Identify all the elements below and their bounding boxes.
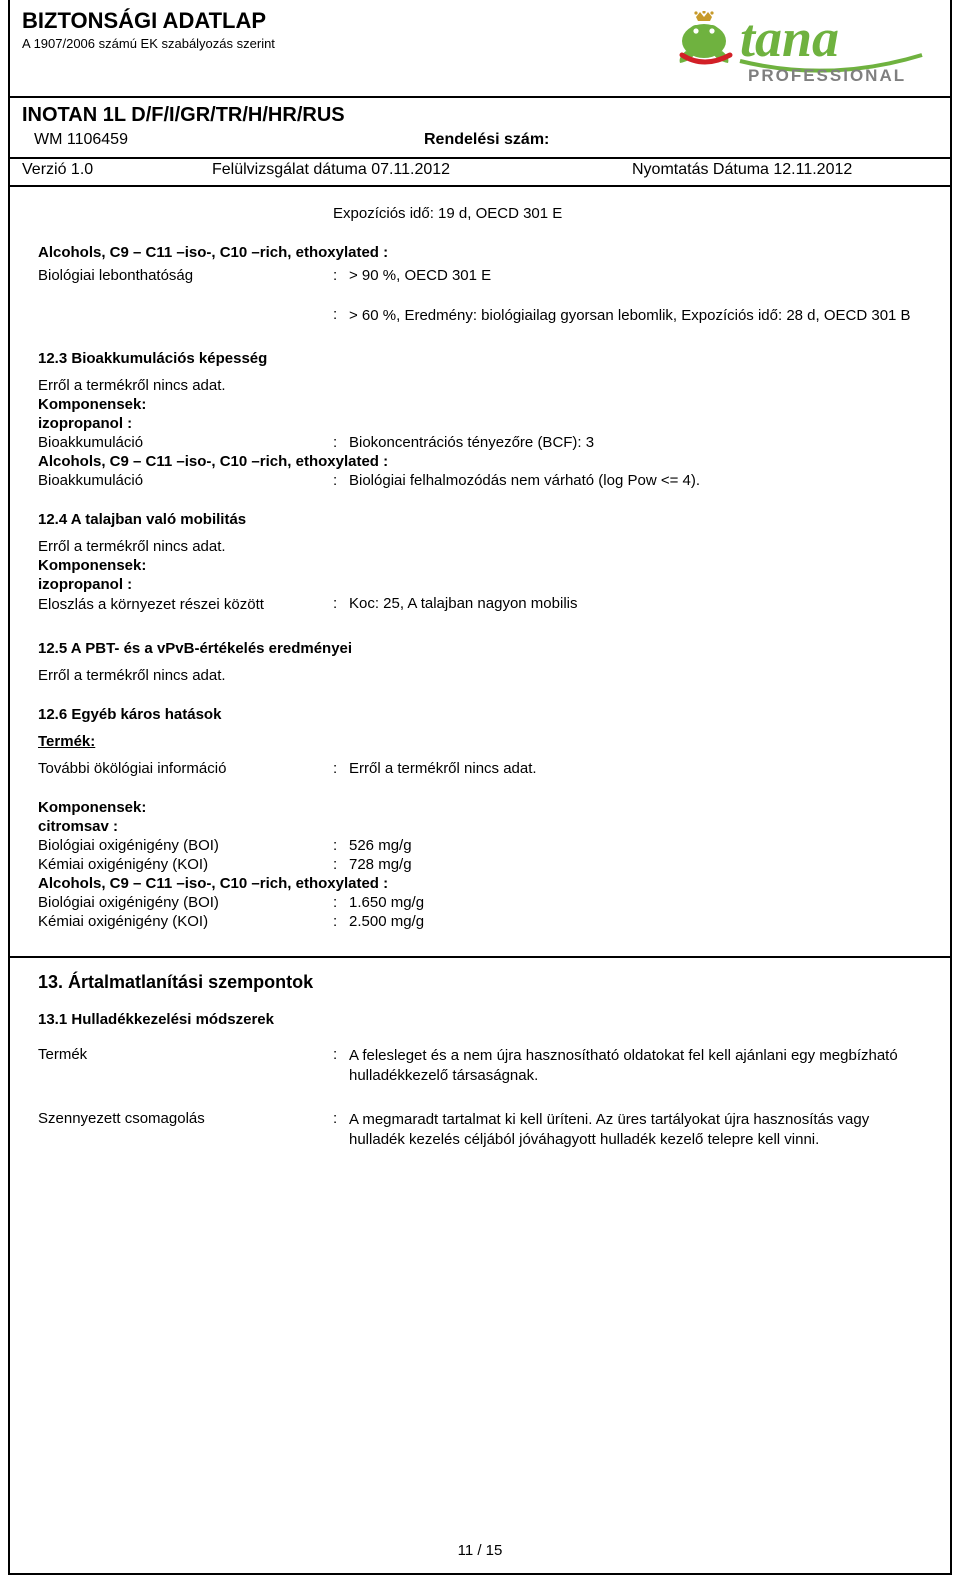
pack-disposal-label: Szennyezett csomagolás [38, 1110, 333, 1153]
colon: : [333, 595, 349, 617]
header-left: BIZTONSÁGI ADATLAP A 1907/2006 számú EK … [22, 8, 648, 51]
boi-val-2: 1.650 mg/g [349, 894, 922, 911]
bioacc-label-1: Bioakkumuláció [38, 434, 333, 451]
boi-row-1: Biológiai oxigénigény (BOI) : 526 mg/g [38, 837, 922, 854]
dist-row: Eloszlás a környezet részei között : Koc… [38, 595, 922, 617]
citromsav: citromsav : [38, 818, 922, 835]
no-data-1: Erről a termékről nincs adat. [38, 377, 922, 394]
header-top: BIZTONSÁGI ADATLAP A 1907/2006 számú EK … [10, 0, 950, 98]
alcohols-heading-2: Alcohols, C9 – C11 –iso-, C10 –rich, eth… [38, 453, 922, 470]
koi-val-2: 2.500 mg/g [349, 913, 922, 930]
biodeg-label: Biológiai lebonthatóság [38, 267, 333, 284]
components-1: Komponensek: [38, 396, 922, 413]
colon: : [333, 434, 349, 451]
doc-title: BIZTONSÁGI ADATLAP [22, 8, 648, 34]
bioacc-val-2: Biológiai felhalmozódás nem várható (log… [349, 472, 922, 489]
colon: : [333, 267, 349, 284]
exposure-time: Expozíciós idő: 19 d, OECD 301 E [333, 205, 922, 222]
sec-12-4-title: 12.4 A talajban való mobilitás [38, 511, 922, 528]
koi-row-2: Kémiai oxigénigény (KOI) : 2.500 mg/g [38, 913, 922, 930]
sec-12-6-title: 12.6 Egyéb káros hatások [38, 706, 922, 723]
boi-val-1: 526 mg/g [349, 837, 922, 854]
components-2: Komponensek: [38, 557, 922, 574]
logo: tana PROFESSIONAL [648, 8, 938, 88]
product-disposal-label: Termék [38, 1046, 333, 1089]
alcohols-heading-1: Alcohols, C9 – C11 –iso-, C10 –rich, eth… [38, 244, 922, 261]
boi-label-2: Biológiai oxigénigény (BOI) [38, 894, 333, 911]
bioacc-val-1: Biokoncentrációs tényezőre (BCF): 3 [349, 434, 922, 451]
eco-info-val: Erről a termékről nincs adat. [349, 760, 922, 777]
svg-text:tana: tana [740, 11, 839, 68]
doc-subtitle: A 1907/2006 számú EK szabályozás szerint [22, 36, 648, 51]
pack-disposal-row: Szennyezett csomagolás : A megmaradt tar… [38, 1110, 922, 1153]
izopropanol-1: izopropanol : [38, 415, 922, 432]
colon: : [333, 856, 349, 873]
colon: : [333, 472, 349, 489]
biodeg-extra: > 60 %, Eredmény: biológiailag gyorsan l… [349, 306, 922, 326]
section-divider [10, 956, 950, 958]
colon: : [333, 913, 349, 930]
bioacc-row-2: Bioakkumuláció : Biológiai felhalmozódás… [38, 472, 922, 489]
boi-row-2: Biológiai oxigénigény (BOI) : 1.650 mg/g [38, 894, 922, 911]
components-3: Komponensek: [38, 799, 922, 816]
boi-label-1: Biológiai oxigénigény (BOI) [38, 837, 333, 854]
order-label: Rendelési szám: [424, 131, 549, 149]
eco-info-row: További ökölógiai információ : Erről a t… [38, 760, 922, 777]
bioacc-row-1: Bioakkumuláció : Biokoncentrációs tényez… [38, 434, 922, 451]
colon: : [333, 306, 349, 328]
colon: : [333, 894, 349, 911]
pack-disposal-text: A megmaradt tartalmat ki kell üríteni. A… [349, 1110, 922, 1151]
version: Verzió 1.0 [22, 161, 212, 179]
bioacc-label-2: Bioakkumuláció [38, 472, 333, 489]
alcohols-heading-3: Alcohols, C9 – C11 –iso-, C10 –rich, eth… [38, 875, 922, 892]
print-date: Nyomtatás Dátuma 12.11.2012 [632, 161, 938, 179]
izopropanol-2: izopropanol : [38, 576, 922, 593]
colon: : [333, 1110, 349, 1153]
no-data-3: Erről a termékről nincs adat. [38, 667, 922, 684]
revision-date: Felülvizsgálat dátuma 07.11.2012 [212, 161, 632, 179]
header-mid: INOTAN 1L D/F/I/GR/TR/H/HR/RUS WM 110645… [10, 98, 950, 159]
tana-logo-icon: tana PROFESSIONAL [658, 11, 938, 86]
document-page: BIZTONSÁGI ADATLAP A 1907/2006 számú EK … [8, 0, 952, 1575]
wm-code: WM 1106459 [34, 131, 424, 149]
product-disposal-row: Termék : A felesleget és a nem újra hasz… [38, 1046, 922, 1089]
dist-val: Koc: 25, A talajban nagyon mobilis [349, 595, 922, 617]
biodeg-extra-row: : > 60 %, Eredmény: biológiailag gyorsan… [38, 306, 922, 328]
biodeg-row: Biológiai lebonthatóság : > 90 %, OECD 3… [38, 267, 922, 284]
koi-row-1: Kémiai oxigénigény (KOI) : 728 mg/g [38, 856, 922, 873]
product-disposal-text: A felesleget és a nem újra hasznosítható… [349, 1046, 922, 1087]
header-row-version: Verzió 1.0 Felülvizsgálat dátuma 07.11.2… [10, 159, 950, 185]
sec-12-3-title: 12.3 Bioakkumulációs képesség [38, 350, 922, 367]
no-data-2: Erről a termékről nincs adat. [38, 538, 922, 555]
dist-label: Eloszlás a környezet részei között [38, 595, 333, 615]
sec-13-1-title: 13.1 Hulladékkezelési módszerek [38, 1011, 922, 1028]
page-number: 11 / 15 [10, 1542, 950, 1559]
product-underline: Termék: [38, 733, 922, 750]
colon: : [333, 837, 349, 854]
sec-13-title: 13. Ártalmatlanítási szempontok [38, 972, 922, 993]
header-row-wm: WM 1106459 Rendelési szám: [22, 127, 938, 151]
content: Expozíciós idő: 19 d, OECD 301 E Alcohol… [10, 187, 950, 1173]
koi-label-1: Kémiai oxigénigény (KOI) [38, 856, 333, 873]
koi-label-2: Kémiai oxigénigény (KOI) [38, 913, 333, 930]
colon: : [333, 1046, 349, 1089]
svg-text:PROFESSIONAL: PROFESSIONAL [748, 66, 906, 85]
koi-val-1: 728 mg/g [349, 856, 922, 873]
eco-info-label: További ökölógiai információ [38, 760, 333, 777]
biodeg-value: > 90 %, OECD 301 E [349, 267, 922, 284]
sec-12-5-title: 12.5 A PBT- és a vPvB-értékelés eredmény… [38, 640, 922, 657]
product-name: INOTAN 1L D/F/I/GR/TR/H/HR/RUS [22, 104, 938, 127]
colon: : [333, 760, 349, 777]
